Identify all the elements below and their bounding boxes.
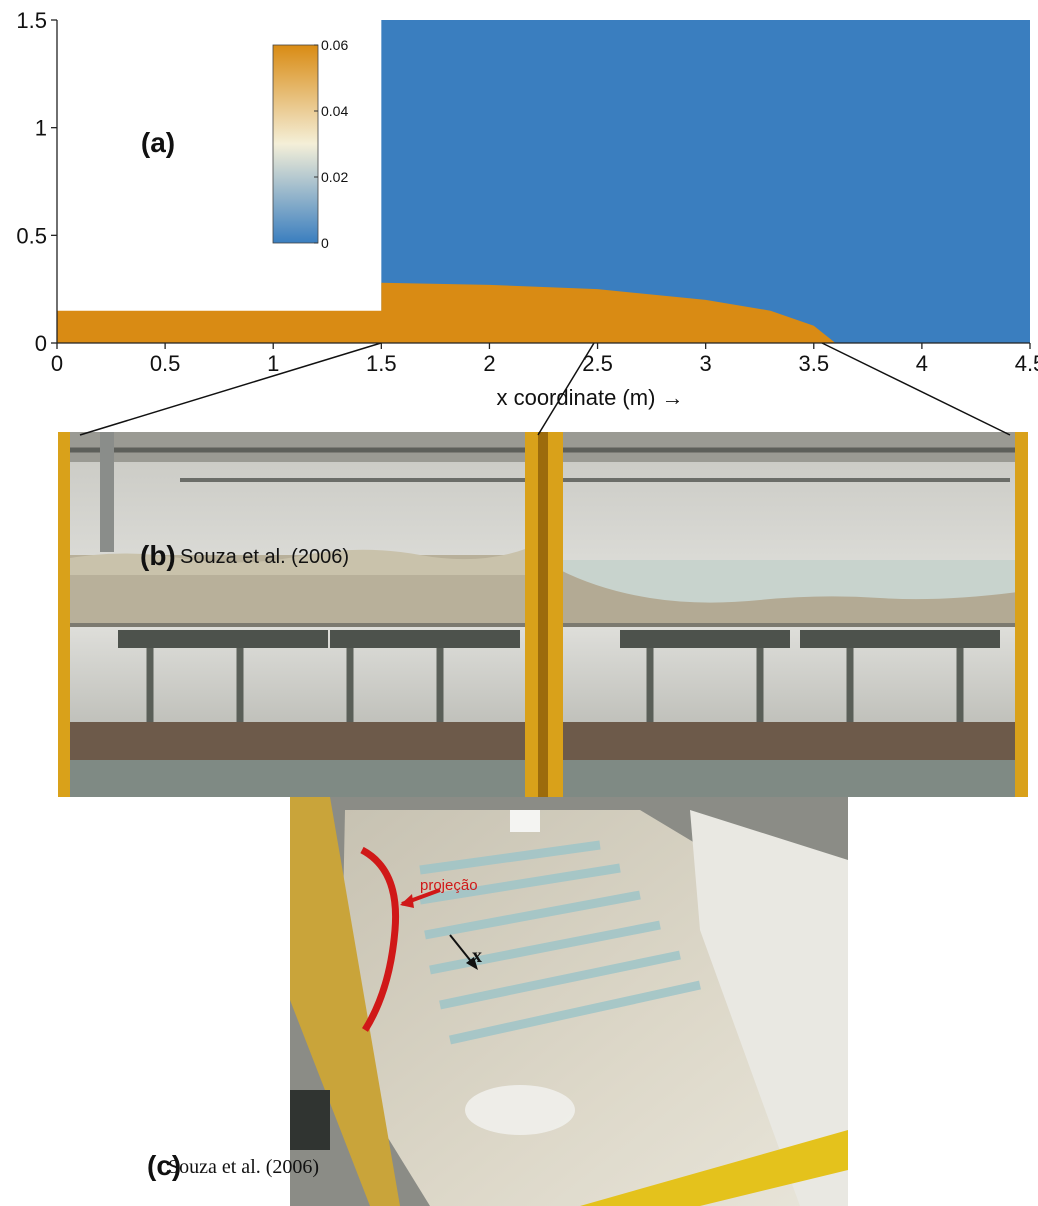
panel-label: (b) (140, 540, 176, 571)
annotation: projeção (420, 877, 478, 894)
axis-label: x (472, 945, 482, 967)
x-tick-label: 2.5 (582, 351, 613, 376)
y-tick-label: 0.5 (16, 223, 47, 248)
chart: 0 0.5 1 1.5 0 0.5 1 1.5 2 2.5 3 3.5 4 4.5 0 0.02 0.04 0.0… (16, 8, 1038, 376)
x-tick-label: 4 (916, 351, 928, 376)
y-tick-label: 1 (35, 116, 47, 141)
x-tick-label: 3.5 (798, 351, 829, 376)
photo-b (58, 432, 1028, 797)
x-tick-label: 0 (51, 351, 63, 376)
x-tick-label: 3 (700, 351, 712, 376)
y-tick-label: 0 (35, 331, 47, 356)
colorbar-tick-label: 0.04 (321, 103, 348, 119)
x-tick-label: 0.5 (150, 351, 181, 376)
colorbar (273, 45, 318, 243)
x-axis-title: x coordinate (m) → (496, 385, 683, 410)
x-tick-label: 4.5 (1015, 351, 1038, 376)
source: Souza et al. (2006) (168, 1156, 319, 1178)
figure: (b) Souza et al. (2006) projeção x (c) S… (0, 0, 1038, 1206)
colorbar-tick-label: 0 (321, 235, 329, 251)
x-tick-label: 1 (267, 351, 279, 376)
source: Souza et al. (2006) (180, 546, 349, 568)
y-tick-label: 1.5 (16, 8, 47, 33)
panel-label: (a) (141, 127, 175, 158)
x-tick-label: 2 (483, 351, 495, 376)
photo-c (290, 797, 848, 1206)
colorbar-tick-label: 0.02 (321, 169, 348, 185)
colorbar-tick-label: 0.06 (321, 37, 348, 53)
x-tick-label: 1.5 (366, 351, 397, 376)
